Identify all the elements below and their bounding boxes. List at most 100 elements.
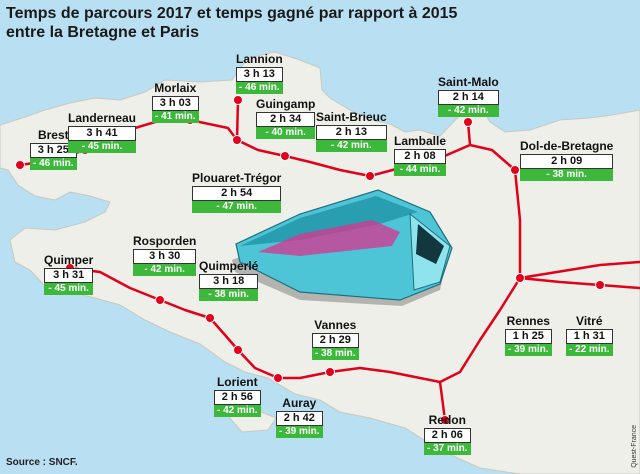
time-gain: - 38 min. bbox=[520, 169, 614, 181]
city-name: Quimper bbox=[44, 253, 94, 267]
city-name: Morlaix bbox=[154, 81, 197, 95]
city-name: Saint-Brieuc bbox=[316, 110, 387, 124]
time-gain: - 42 min. bbox=[214, 405, 261, 417]
station-dot-dol bbox=[510, 165, 520, 175]
time-gain: - 37 min. bbox=[424, 443, 471, 455]
travel-time: 3 h 31 bbox=[44, 268, 94, 283]
city-label-lannion: Lannion 3 h 13 - 46 min. bbox=[236, 52, 283, 94]
city-label-auray: Auray 2 h 42 - 39 min. bbox=[276, 396, 323, 438]
station-dot-brest bbox=[15, 160, 25, 170]
time-gain: - 45 min. bbox=[68, 141, 137, 153]
travel-time: 2 h 34 bbox=[256, 112, 316, 127]
city-label-lamballe: Lamballe 2 h 08 - 44 min. bbox=[394, 134, 447, 176]
station-dot-auray bbox=[273, 373, 283, 383]
time-gain: - 45 min. bbox=[44, 283, 94, 295]
travel-time: 2 h 29 bbox=[312, 333, 359, 348]
station-dot-guingamp bbox=[280, 151, 290, 161]
city-name: Lamballe bbox=[394, 134, 447, 148]
train-roof bbox=[240, 196, 418, 246]
station-dot-vannes bbox=[325, 367, 335, 377]
station-dot-redon bbox=[440, 415, 450, 425]
travel-time: 3 h 13 bbox=[236, 67, 283, 82]
time-gain: - 41 min. bbox=[152, 111, 199, 123]
credit-note: Quest-France bbox=[631, 425, 638, 468]
city-label-guingamp: Guingamp 2 h 34 - 40 min. bbox=[256, 97, 316, 139]
time-gain: - 46 min. bbox=[30, 158, 77, 170]
travel-time: 1 h 25 bbox=[505, 329, 552, 344]
title-line-1: Temps de parcours 2017 et temps gagné pa… bbox=[6, 5, 458, 22]
time-gain: - 42 min. bbox=[316, 140, 387, 152]
map-title: Temps de parcours 2017 et temps gagné pa… bbox=[6, 4, 457, 42]
time-gain: - 22 min. bbox=[566, 344, 613, 356]
travel-time: 3 h 03 bbox=[152, 96, 199, 111]
travel-time: 2 h 13 bbox=[316, 125, 387, 140]
time-gain: - 39 min. bbox=[276, 426, 323, 438]
city-label-vitre: Vitré 1 h 31 - 22 min. bbox=[566, 314, 613, 356]
travel-time: 3 h 30 bbox=[133, 249, 197, 264]
time-gain: - 42 min. bbox=[133, 264, 197, 276]
tgv-train bbox=[232, 189, 453, 306]
city-label-quimper: Quimper 3 h 31 - 45 min. bbox=[44, 253, 94, 295]
city-name: Landerneau bbox=[68, 111, 137, 125]
city-label-quimperle: Quimperlé 3 h 18 - 38 min. bbox=[199, 259, 259, 301]
city-name: Auray bbox=[282, 396, 317, 410]
city-name: Plouaret-Trégor bbox=[192, 171, 282, 185]
rail-redon-branch bbox=[438, 380, 447, 422]
travel-time: 2 h 08 bbox=[394, 149, 447, 164]
source-note: Source : SNCF. bbox=[6, 457, 78, 468]
station-dot-rosporden bbox=[155, 295, 165, 305]
city-name: Guingamp bbox=[256, 97, 316, 111]
city-name: Vannes bbox=[314, 318, 357, 332]
city-label-saint-malo: Saint-Malo 2 h 14 - 42 min. bbox=[438, 75, 499, 117]
time-gain: - 39 min. bbox=[505, 344, 552, 356]
station-dot-lannion bbox=[233, 95, 243, 105]
time-gain: - 40 min. bbox=[256, 127, 316, 139]
rail-lannion-branch bbox=[235, 98, 240, 142]
station-dot-plouaret bbox=[232, 135, 242, 145]
city-name: Redon bbox=[428, 413, 466, 427]
travel-time: 3 h 25 bbox=[30, 143, 77, 158]
city-label-saint-brieuc: Saint-Brieuc 2 h 13 - 42 min. bbox=[316, 110, 387, 152]
city-name: Rennes bbox=[506, 314, 550, 328]
time-gain: - 38 min. bbox=[199, 289, 259, 301]
station-dot-saint-malo bbox=[463, 117, 473, 127]
travel-time: 3 h 18 bbox=[199, 274, 259, 289]
time-gain: - 47 min. bbox=[192, 201, 282, 213]
city-label-rosporden: Rosporden 3 h 30 - 42 min. bbox=[133, 234, 197, 276]
station-dot-rennes bbox=[515, 273, 525, 283]
city-name: Rosporden bbox=[133, 234, 197, 248]
time-gain: - 46 min. bbox=[236, 82, 283, 94]
city-label-brest: Brest 3 h 25 - 46 min. bbox=[30, 128, 77, 170]
title-line-2: entre la Bretagne et Paris bbox=[6, 24, 199, 41]
travel-time: 2 h 56 bbox=[214, 390, 261, 405]
time-gain: - 42 min. bbox=[438, 105, 499, 117]
city-label-plouaret-tregor: Plouaret-Trégor 2 h 54 - 47 min. bbox=[192, 171, 282, 213]
city-name: Saint-Malo bbox=[438, 75, 499, 89]
city-name: Dol-de-Bretagne bbox=[520, 139, 614, 153]
rail-roscoff-branch bbox=[518, 260, 640, 280]
city-label-redon: Redon 2 h 06 - 37 min. bbox=[424, 413, 471, 455]
city-name: Lorient bbox=[216, 375, 258, 389]
time-gain: - 38 min. bbox=[312, 348, 359, 360]
station-dot-quimperle bbox=[205, 313, 215, 323]
travel-time: 1 h 31 bbox=[566, 329, 613, 344]
city-label-vannes: Vannes 2 h 29 - 38 min. bbox=[312, 318, 359, 360]
travel-time: 2 h 42 bbox=[276, 411, 323, 426]
city-name: Brest bbox=[37, 128, 69, 142]
travel-time: 2 h 14 bbox=[438, 90, 499, 105]
travel-time: 3 h 41 bbox=[68, 126, 137, 141]
time-gain: - 44 min. bbox=[394, 164, 447, 176]
city-name: Vitré bbox=[576, 314, 603, 328]
rail-east-line bbox=[518, 276, 640, 290]
train-windshield bbox=[416, 224, 444, 264]
city-name: Lannion bbox=[236, 52, 283, 66]
city-label-landerneau: Landerneau 3 h 41 - 45 min. bbox=[68, 111, 137, 153]
travel-time: 2 h 09 bbox=[520, 154, 614, 169]
city-label-morlaix: Morlaix 3 h 03 - 41 min. bbox=[152, 81, 199, 123]
city-label-dol-de-bretagne: Dol-de-Bretagne 2 h 09 - 38 min. bbox=[520, 139, 614, 181]
city-name: Quimperlé bbox=[199, 259, 259, 273]
city-label-lorient: Lorient 2 h 56 - 42 min. bbox=[214, 375, 261, 417]
station-dot-saint-brieuc bbox=[365, 171, 375, 181]
